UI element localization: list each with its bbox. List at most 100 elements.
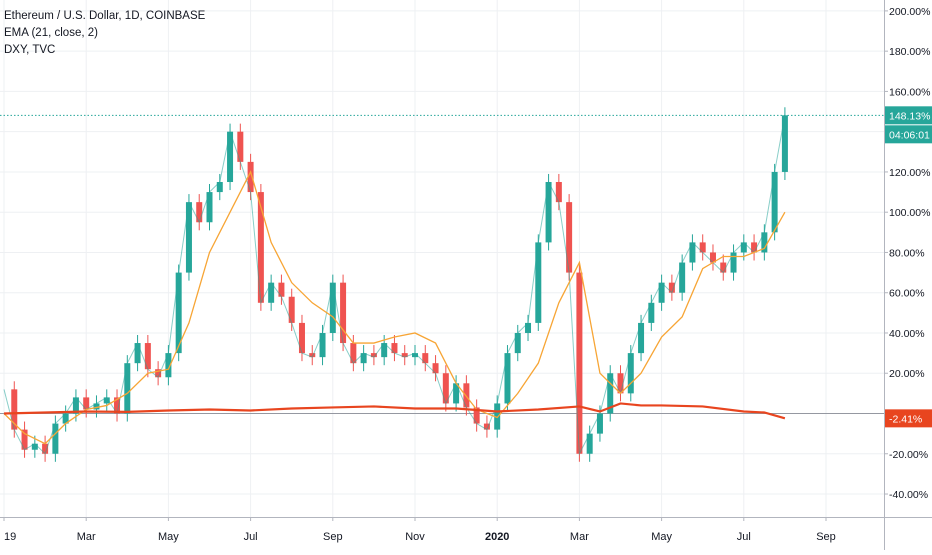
- price-candle-body: [668, 282, 675, 293]
- legend-symbol[interactable]: Ethereum / U.S. Dollar, 1D, COINBASE: [4, 10, 206, 22]
- price-candle-body: [607, 373, 614, 414]
- price-candle-body: [21, 429, 28, 450]
- price-candle-body: [134, 343, 141, 364]
- price-candle-body: [298, 322, 305, 354]
- legend-ema[interactable]: EMA (21, close, 2): [4, 27, 98, 39]
- price-candle-body: [689, 242, 696, 263]
- price-candle-body: [288, 296, 295, 323]
- price-candle-body: [340, 282, 347, 344]
- price-candle-body: [679, 262, 686, 293]
- price-candle-body: [31, 443, 38, 450]
- price-candle-body: [257, 192, 264, 303]
- price-candle-body: [709, 252, 716, 263]
- price-candle-body: [278, 282, 285, 297]
- price-candle-body: [42, 443, 49, 454]
- price-candle-body: [247, 161, 254, 193]
- x-tick-label: Mar: [570, 531, 589, 543]
- price-candle-body: [504, 353, 511, 404]
- price-candle-body: [370, 353, 377, 358]
- y-tick-label: 180.00%: [889, 46, 930, 58]
- price-candle-body: [103, 397, 110, 404]
- price-candle-body: [555, 182, 562, 203]
- price-candle-body: [144, 343, 151, 370]
- price-candle-body: [525, 322, 532, 333]
- price-candle-body: [175, 272, 182, 354]
- price-candle-body: [617, 373, 624, 394]
- price-candle-body: [93, 403, 100, 410]
- x-tick-label: Sep: [323, 531, 343, 543]
- price-candle-body: [771, 171, 778, 233]
- x-tick-label: May: [651, 531, 672, 543]
- price-candle-body: [196, 202, 203, 223]
- y-tick-label: 200.00%: [889, 6, 930, 18]
- ema-series-line: [3, 170, 786, 445]
- price-candle-body: [309, 353, 316, 358]
- price-candle-body: [227, 131, 234, 183]
- price-candle-body: [781, 115, 788, 172]
- y-tick-label: -20.00%: [889, 449, 928, 461]
- price-candle-body: [627, 353, 634, 394]
- price-candle-body: [638, 322, 645, 354]
- price-candle-body: [494, 403, 501, 430]
- price-candle-body: [268, 282, 275, 303]
- price-candle-body: [350, 343, 357, 364]
- price-candle-body: [360, 353, 367, 364]
- y-tick-label: 100.00%: [889, 207, 930, 219]
- price-candle-body: [83, 397, 90, 410]
- price-candle-body: [483, 423, 490, 430]
- price-candle-body: [740, 242, 747, 253]
- price-candle-body: [586, 433, 593, 454]
- y-tick-label: 20.00%: [889, 368, 925, 380]
- price-candle-body: [412, 353, 418, 358]
- y-tick-label: 40.00%: [889, 328, 925, 340]
- price-candle-body: [422, 353, 429, 364]
- y-tick-label: 80.00%: [889, 247, 925, 259]
- price-candle-body: [596, 413, 603, 434]
- x-tick-label: Jul: [244, 531, 258, 543]
- price-candle-body: [52, 423, 59, 454]
- x-tick-label: May: [158, 531, 179, 543]
- price-candle-body: [699, 242, 706, 253]
- price-candle-body: [391, 343, 398, 354]
- price-candle-body: [155, 369, 162, 378]
- x-tick-label: Mar: [77, 531, 96, 543]
- price-candle-body: [185, 202, 192, 273]
- price-candle-body: [514, 332, 521, 354]
- legend-compare[interactable]: DXY, TVC: [4, 44, 56, 56]
- x-tick-label: Jul: [737, 531, 751, 543]
- countdown-label: 04:06:01: [889, 129, 930, 141]
- price-candle-body: [62, 413, 69, 424]
- y-tick-label: 120.00%: [889, 167, 930, 179]
- price-candle-body: [648, 302, 655, 323]
- countdown-tag: [885, 125, 932, 144]
- price-candle-body: [206, 192, 213, 223]
- price-candle-body: [730, 252, 737, 273]
- x-tick-label: 2020: [485, 531, 509, 543]
- price-candle-body: [535, 242, 542, 323]
- price-candle-body: [658, 282, 665, 303]
- price-candle-body: [432, 363, 439, 374]
- price-candle-body: [576, 272, 583, 454]
- price-candle-body: [165, 353, 172, 378]
- price-candle-body: [401, 353, 408, 358]
- dxy-series-line: [3, 402, 786, 420]
- price-candle-body: [751, 242, 758, 253]
- price-candle-body: [237, 131, 244, 162]
- price-candle-body: [11, 389, 18, 430]
- x-tick-label: Nov: [405, 531, 425, 543]
- price-candle-body: [329, 282, 336, 333]
- price-candle-body: [720, 262, 727, 273]
- y-tick-label: -40.00%: [889, 489, 928, 501]
- price-candle-body: [319, 332, 326, 358]
- last-price-tag: [885, 106, 932, 125]
- price-candle-body: [114, 397, 121, 414]
- y-tick-label: 60.00%: [889, 288, 925, 300]
- x-tick-label: 19: [4, 531, 16, 543]
- price-candle-body: [761, 232, 768, 253]
- last-price-label: 148.13%: [889, 110, 930, 122]
- price-candle-body: [453, 383, 460, 404]
- price-candle-body: [72, 397, 79, 414]
- y-tick-label: 160.00%: [889, 86, 930, 98]
